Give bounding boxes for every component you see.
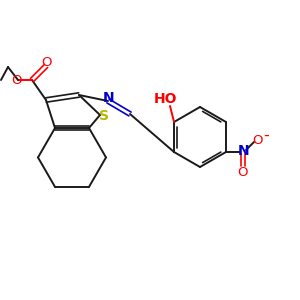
Text: O: O (12, 74, 22, 88)
Text: O: O (238, 167, 248, 179)
Text: -: - (263, 128, 269, 142)
Text: N: N (103, 91, 115, 105)
Text: O: O (42, 56, 52, 68)
Text: S: S (99, 109, 109, 123)
Text: O: O (253, 134, 263, 148)
Text: N: N (238, 144, 250, 158)
Text: HO: HO (153, 92, 177, 106)
